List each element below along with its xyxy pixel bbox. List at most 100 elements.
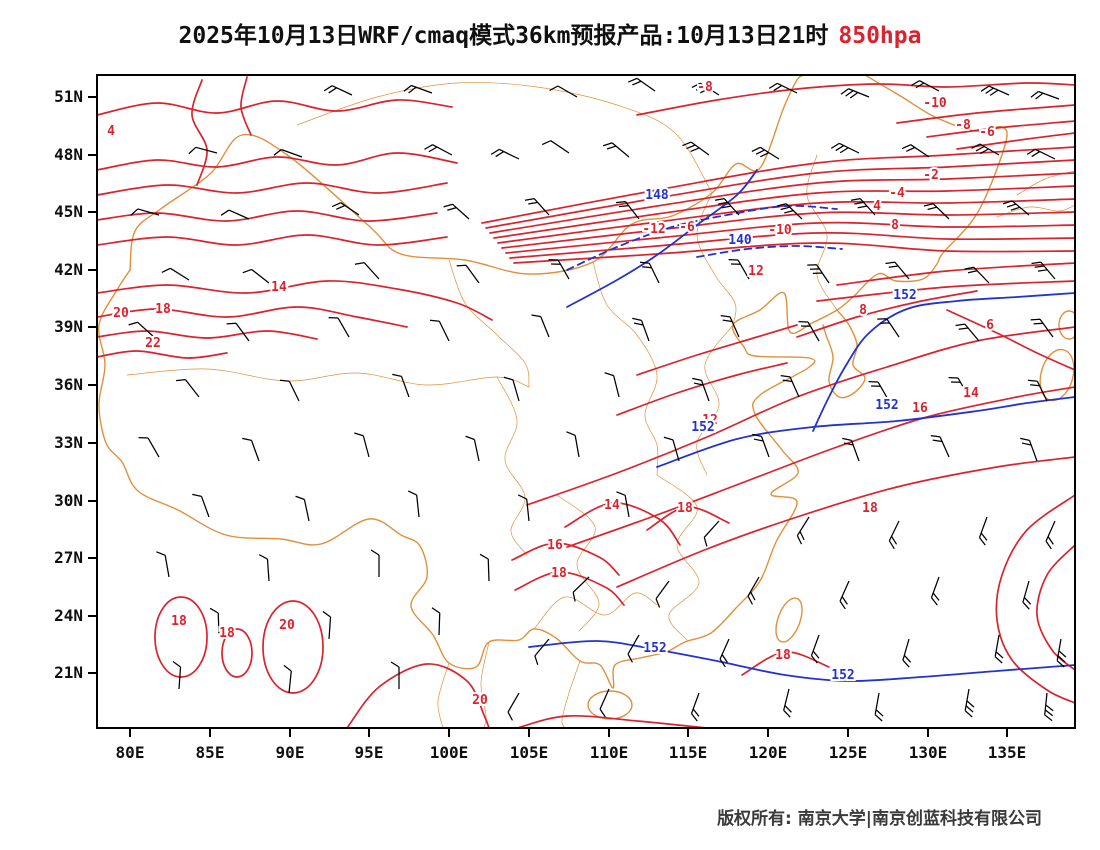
wind-barb-icon (465, 435, 480, 462)
wind-barb-icon (604, 372, 620, 398)
x-tick-label: 125E (829, 743, 868, 762)
geography-layer-loop (775, 597, 803, 643)
wind-barb-icon (176, 379, 200, 398)
wind-barb-icon (226, 322, 250, 342)
wind-barb-icon (548, 258, 570, 280)
height-value-label: 152 (875, 398, 898, 413)
wind-barb-icon (714, 198, 740, 216)
wind-barb-icon (1020, 437, 1038, 462)
wind-barb-icon (874, 692, 884, 722)
wind-barb-icon (780, 374, 800, 398)
isotherm-layer-line (505, 221, 1075, 254)
wind-barb-icon (776, 203, 803, 220)
wind-barb-icon (955, 323, 980, 342)
geography-layer-line (556, 494, 600, 632)
height-value-label: 152 (691, 420, 714, 435)
isotherm-layer-line (926, 120, 1075, 138)
isotherm-value-label: 14 (963, 386, 979, 401)
height-contour-layer-line (566, 169, 758, 308)
isotherm-value-label: 20 (113, 306, 129, 321)
wind-barb-icon (1027, 379, 1048, 402)
isotherm-layer-line (509, 232, 1075, 259)
isotherm-value-label: 18 (862, 501, 878, 516)
wind-barb-icon (902, 638, 912, 668)
geography-layer-line (561, 660, 581, 728)
y-tick-label: 21N (54, 663, 83, 682)
isotherm-layer-line (516, 714, 708, 728)
isotherm-value-label: 18 (677, 501, 693, 516)
y-tick-label: 36N (54, 375, 83, 394)
wind-barb-icon (994, 634, 1004, 664)
wind-barb-icon (850, 198, 876, 216)
x-tick-label: 120E (749, 743, 788, 762)
isotherm-layer-line (97, 182, 448, 196)
wind-barb-icon (690, 692, 700, 722)
plot-title: 2025年10月13日WRF/cmaq模式36km预报产品:10月13日21时 8… (0, 16, 1100, 50)
wind-barb-icon (751, 146, 780, 160)
wind-barb-icon (490, 148, 520, 160)
isotherm-layer-line (526, 326, 1075, 506)
wind-barb-icon (1002, 200, 1030, 216)
wind-barb-icon (156, 551, 170, 578)
isotherm-value-label: 20 (279, 618, 295, 633)
isotherm-layer-line (816, 280, 1075, 302)
wind-barb-icon (220, 209, 250, 220)
geography-layer-line (448, 259, 530, 388)
wind-barb-icon (188, 146, 218, 155)
isotherm-layer-line (97, 306, 408, 328)
wind-barb-icon (877, 318, 900, 338)
wind-barb-icon (616, 491, 630, 518)
wind-barb-icon (172, 661, 182, 690)
isotherm-layer-line (564, 502, 681, 546)
x-tick-label: 95E (355, 743, 384, 762)
isotherm-layer-line (97, 280, 493, 321)
geography-layer-line (592, 261, 659, 476)
wind-barb-icon (868, 380, 890, 402)
height-contour-layer (528, 169, 1075, 682)
wind-barb-icon (273, 148, 303, 158)
wind-barb-layer (128, 77, 1067, 722)
geography-layer-line (129, 75, 805, 275)
wind-barb-icon (424, 144, 453, 156)
wind-barb-icon (572, 576, 590, 602)
geography-layer-line (126, 368, 530, 388)
x-tick-label: 105E (510, 743, 549, 762)
wind-barb-icon (209, 607, 220, 636)
y-tick-label: 33N (54, 433, 83, 452)
height-contour-layer-line (528, 640, 1075, 682)
isotherm-layer-line (511, 542, 620, 576)
isotherm-value-label: 12 (702, 413, 718, 428)
wind-barb-icon (331, 202, 360, 216)
wind-barb-icon (328, 316, 350, 338)
wind-barb-icon (1030, 90, 1060, 100)
wind-barb-icon (322, 611, 332, 640)
wind-barb-icon (923, 203, 950, 220)
isotherm-layer-line (616, 456, 1075, 588)
geography-layer (97, 75, 1075, 728)
isotherm-layer-line (191, 79, 208, 186)
isotherm-value-label: -6 (679, 220, 695, 235)
wind-barb-icon (663, 436, 680, 462)
wind-barb-icon (628, 77, 656, 92)
wind-barb-icon (602, 142, 630, 158)
wind-barb-icon (534, 638, 550, 666)
y-tick-label: 30N (54, 491, 83, 510)
wind-barb-icon (798, 320, 820, 342)
y-tick-label: 39N (54, 317, 83, 336)
isotherm-layer-line (97, 330, 318, 340)
wind-barb-icon (507, 692, 520, 721)
wind-barb-icon (971, 143, 1000, 156)
wind-barb-icon (639, 261, 660, 284)
wind-barb-icon (632, 317, 650, 342)
geography-layer-line (822, 309, 866, 399)
isotherm-layer-line (489, 172, 1075, 234)
x-tick-label: 80E (116, 743, 145, 762)
isotherm-value-label: 4 (107, 124, 115, 139)
y-tick-label: 48N (54, 145, 83, 164)
isotherm-value-label: -4 (889, 186, 905, 201)
geography-layer-line (696, 192, 737, 326)
wind-barb-icon (431, 607, 441, 636)
wind-barb-icon (390, 661, 400, 689)
isotherm-value-label: 18 (775, 648, 791, 663)
isotherm-layer-line (896, 104, 1075, 124)
